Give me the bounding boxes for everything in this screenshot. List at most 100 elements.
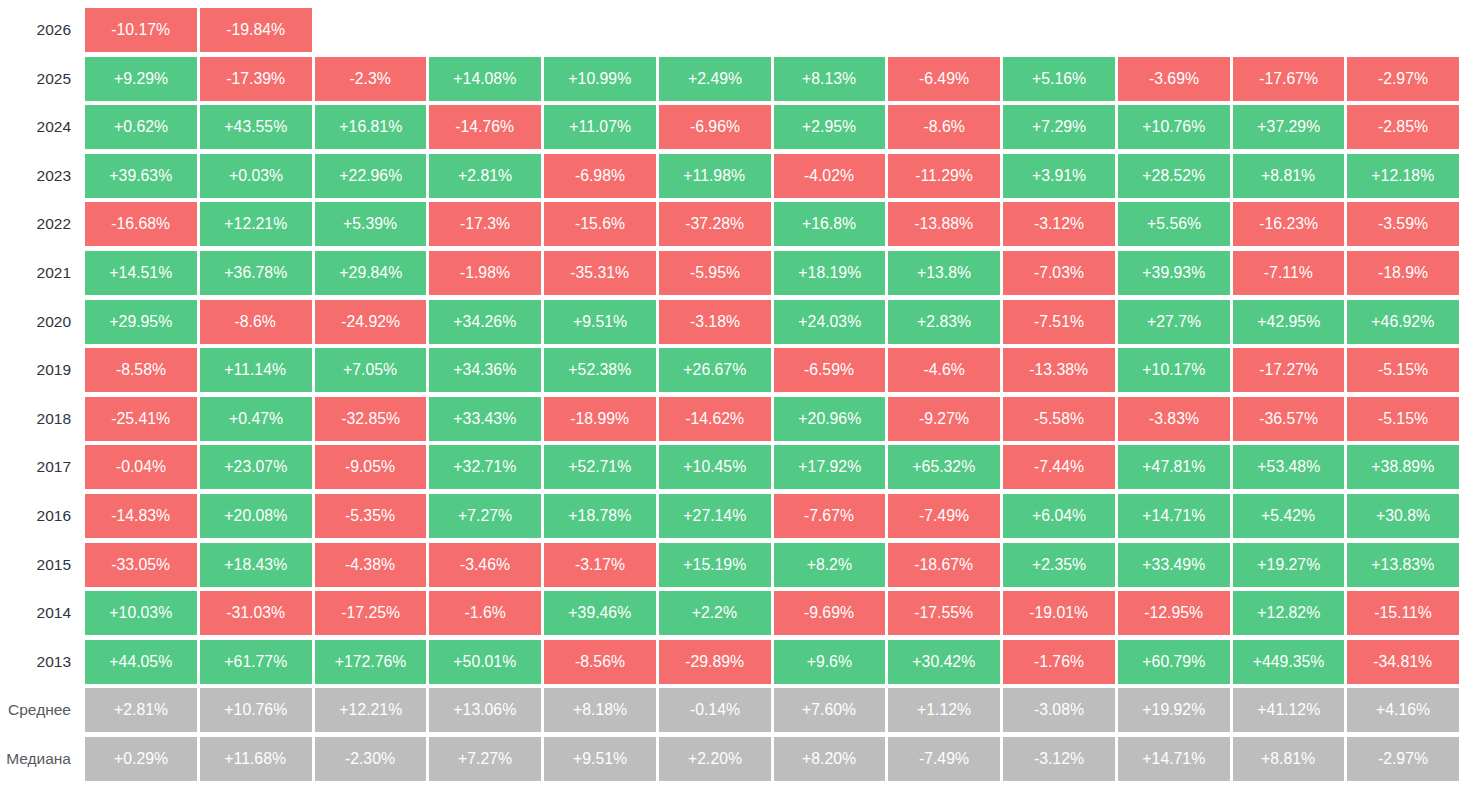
return-cell: +34.36% (429, 348, 541, 392)
return-value: -7.67% (804, 506, 854, 526)
return-cell: -16.23% (1233, 202, 1345, 246)
return-cell: +65.32% (888, 445, 1000, 489)
return-value: +18.43% (224, 555, 287, 575)
return-value: -8.6% (235, 312, 276, 332)
return-cell: +8.81% (1233, 154, 1345, 198)
return-cell: -3.46% (429, 543, 541, 587)
return-value: +8.81% (1261, 166, 1315, 186)
return-value: -4.38% (345, 555, 395, 575)
return-cell: -25.41% (85, 397, 197, 441)
return-cell: +39.63% (85, 154, 197, 198)
return-cell: +7.60% (774, 688, 886, 732)
empty-cell (774, 8, 886, 52)
return-cell: +8.81% (1233, 737, 1345, 781)
return-cell: +20.96% (774, 397, 886, 441)
return-cell: +10.17% (1118, 348, 1230, 392)
return-value: +8.20% (802, 749, 856, 769)
return-cell: +9.51% (544, 737, 656, 781)
return-value: -19.01% (1029, 603, 1088, 623)
return-value: +38.89% (1372, 457, 1435, 477)
return-value: -35.31% (570, 263, 629, 283)
return-value: +13.83% (1372, 555, 1435, 575)
return-cell: -6.49% (888, 57, 1000, 101)
return-cell: -17.27% (1233, 348, 1345, 392)
page: 2026-10.17%-19.84%2025+9.29%-17.39%-2.3%… (0, 0, 1476, 781)
row-label-2026: 2026 (0, 8, 82, 52)
row-label-2021: 2021 (0, 251, 82, 295)
return-cell: -35.31% (544, 251, 656, 295)
return-value: +39.46% (568, 603, 631, 623)
return-cell: -8.56% (544, 640, 656, 684)
return-value: +28.52% (1142, 166, 1205, 186)
return-cell: -3.18% (659, 300, 771, 344)
return-value: -15.6% (575, 214, 625, 234)
return-value: +12.21% (339, 700, 402, 720)
return-value: +2.81% (458, 166, 512, 186)
return-cell: +14.71% (1118, 494, 1230, 538)
return-value: +5.56% (1147, 214, 1201, 234)
return-value: -17.67% (1259, 69, 1318, 89)
return-cell: +30.8% (1347, 494, 1459, 538)
return-value: +5.42% (1261, 506, 1315, 526)
return-value: -4.02% (804, 166, 854, 186)
return-value: +2.49% (688, 69, 742, 89)
return-value: -24.92% (341, 312, 400, 332)
return-value: -7.03% (1034, 263, 1084, 283)
return-cell: +2.95% (774, 105, 886, 149)
row-label-2022: 2022 (0, 202, 82, 246)
return-cell: -11.29% (888, 154, 1000, 198)
return-cell: -7.49% (888, 737, 1000, 781)
return-cell: -13.38% (1003, 348, 1115, 392)
return-cell: -0.04% (85, 445, 197, 489)
return-value: -3.69% (1149, 69, 1199, 89)
return-cell: -0.14% (659, 688, 771, 732)
return-cell: +11.14% (200, 348, 312, 392)
return-value: -3.18% (690, 312, 740, 332)
return-cell: +2.2% (659, 591, 771, 635)
return-cell: +2.49% (659, 57, 771, 101)
return-value: +14.71% (1142, 506, 1205, 526)
return-cell: +26.67% (659, 348, 771, 392)
return-cell: -3.12% (1003, 737, 1115, 781)
return-value: -18.9% (1378, 263, 1428, 283)
return-value: +19.27% (1257, 555, 1320, 575)
return-cell: -3.83% (1118, 397, 1230, 441)
return-value: +34.26% (454, 312, 517, 332)
return-cell: +2.35% (1003, 543, 1115, 587)
return-cell: -2.97% (1347, 57, 1459, 101)
return-cell: +61.77% (200, 640, 312, 684)
return-cell: -7.67% (774, 494, 886, 538)
row-label-2024: 2024 (0, 105, 82, 149)
return-cell: -3.17% (544, 543, 656, 587)
return-cell: -6.59% (774, 348, 886, 392)
return-cell: -3.08% (1003, 688, 1115, 732)
return-cell: +9.6% (774, 640, 886, 684)
return-value: +22.96% (339, 166, 402, 186)
return-value: -16.68% (111, 214, 170, 234)
return-cell: -9.27% (888, 397, 1000, 441)
return-cell: -1.98% (429, 251, 541, 295)
return-cell: +5.56% (1118, 202, 1230, 246)
return-cell: +30.42% (888, 640, 1000, 684)
return-cell: -34.81% (1347, 640, 1459, 684)
row-label-2025: 2025 (0, 57, 82, 101)
return-value: +39.93% (1142, 263, 1205, 283)
empty-cell (429, 8, 541, 52)
return-value: -31.03% (226, 603, 285, 623)
return-value: -17.3% (460, 214, 510, 234)
row-label-2019: 2019 (0, 348, 82, 392)
return-cell: -1.76% (1003, 640, 1115, 684)
return-value: +12.21% (224, 214, 287, 234)
return-value: -34.81% (1374, 652, 1433, 672)
return-cell: +12.21% (200, 202, 312, 246)
return-value: +60.79% (1142, 652, 1205, 672)
return-cell: +11.98% (659, 154, 771, 198)
return-value: -2.97% (1378, 749, 1428, 769)
return-cell: +13.83% (1347, 543, 1459, 587)
return-cell: +449.35% (1233, 640, 1345, 684)
return-value: +50.01% (454, 652, 517, 672)
return-cell: +33.43% (429, 397, 541, 441)
return-cell: -5.35% (315, 494, 427, 538)
row-label-average: Среднее (0, 688, 82, 732)
row-label-2013: 2013 (0, 640, 82, 684)
